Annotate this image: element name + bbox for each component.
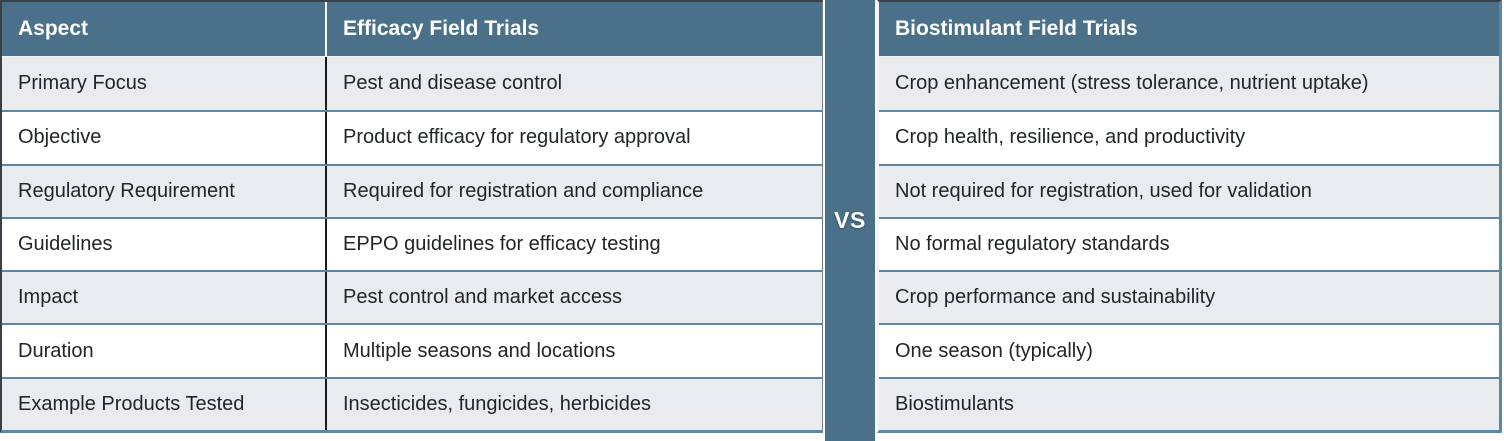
vs-label: VS	[834, 207, 866, 233]
efficacy-cell: Insecticides, fungicides, herbicides	[325, 378, 822, 430]
table-row: Guidelines EPPO guidelines for efficacy …	[2, 216, 822, 271]
aspect-cell: Objective	[18, 126, 102, 149]
table-row: Regulatory Requirement Required for regi…	[2, 163, 822, 217]
table-row: Biostimulants	[879, 376, 1499, 430]
table-row: Crop performance and sustainability	[879, 270, 1499, 324]
biostimulant-cell: One season (typically)	[895, 339, 1093, 362]
aspect-column-header: Aspect	[18, 17, 89, 40]
aspect-cell: Duration	[18, 339, 94, 362]
table-row: No formal regulatory standards	[879, 216, 1499, 271]
biostimulant-cell: Not required for registration, used for …	[895, 179, 1312, 202]
table-row: Not required for registration, used for …	[879, 163, 1499, 217]
biostimulant-cell: Crop health, resilience, and productivit…	[895, 126, 1246, 149]
efficacy-cell: Product efficacy for regulatory approval	[325, 112, 822, 164]
table-row: Crop enhancement (stress tolerance, nutr…	[879, 57, 1499, 111]
biostimulant-cell: Crop enhancement (stress tolerance, nutr…	[895, 72, 1369, 95]
aspect-cell: Regulatory Requirement	[18, 179, 235, 202]
table-row: Example Products Tested Insecticides, fu…	[2, 376, 822, 430]
table-row: One season (typically)	[879, 323, 1499, 377]
table-row: Impact Pest control and market access	[2, 270, 822, 324]
biostimulant-cell: Crop performance and sustainability	[895, 286, 1216, 309]
efficacy-table: Aspect Efficacy Field Trials Primary Foc…	[0, 0, 823, 433]
table-row: Duration Multiple seasons and locations	[2, 323, 822, 377]
efficacy-cell: Pest control and market access	[325, 272, 822, 324]
aspect-cell: Primary Focus	[18, 72, 147, 95]
biostimulant-cell: No formal regulatory standards	[895, 232, 1170, 255]
biostimulant-column-header: Biostimulant Field Trials	[895, 17, 1138, 40]
efficacy-column-header: Efficacy Field Trials	[325, 2, 822, 56]
table-row: Objective Product efficacy for regulator…	[2, 110, 822, 164]
efficacy-cell: EPPO guidelines for efficacy testing	[325, 218, 822, 271]
biostimulant-table-header-row: Biostimulant Field Trials	[879, 2, 1499, 57]
table-row: Primary Focus Pest and disease control	[2, 57, 822, 111]
efficacy-cell: Multiple seasons and locations	[325, 325, 822, 377]
vs-divider: VS	[823, 0, 877, 441]
aspect-cell: Impact	[18, 286, 79, 309]
table-row: Crop health, resilience, and productivit…	[879, 110, 1499, 164]
efficacy-table-header-row: Aspect Efficacy Field Trials	[2, 2, 822, 57]
aspect-cell: Guidelines	[18, 232, 113, 255]
aspect-cell: Example Products Tested	[18, 392, 245, 415]
efficacy-cell: Pest and disease control	[325, 57, 822, 111]
efficacy-cell: Required for registration and compliance	[325, 165, 822, 217]
biostimulant-cell: Biostimulants	[895, 392, 1014, 415]
biostimulant-table: Biostimulant Field Trials Crop enhanceme…	[877, 0, 1502, 433]
